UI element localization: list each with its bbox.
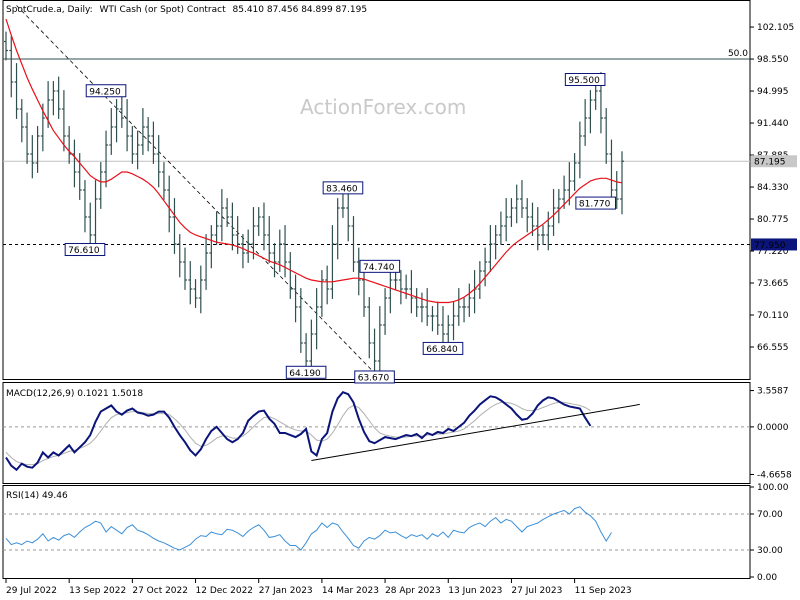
macd-title: MACD(12,26,9) 0.1021 1.5018 <box>6 389 143 399</box>
macd-panel <box>3 390 750 472</box>
price-axis-tick-label: 91.440 <box>757 119 789 129</box>
price-annotation-label: 95.500 <box>568 76 600 86</box>
price-annotation-box <box>322 181 364 195</box>
price-axis-tick-label: 73.665 <box>757 279 789 289</box>
rsi-panel-frame <box>2 485 751 579</box>
x-axis-label: 28 Apr 2023 <box>385 586 441 596</box>
macd-axis-tick-label: 3.5587 <box>757 387 789 397</box>
price-annotation: 66.840 <box>422 341 464 355</box>
price-annotation: 81.770 <box>575 196 616 210</box>
price-annotation-box <box>564 73 606 86</box>
watermark: ActionForex.com <box>300 95 466 119</box>
price-axis-tick-label: 102.105 <box>757 23 794 33</box>
price-annotation-label: 81.770 <box>579 200 611 210</box>
price-annotation: 83.460 <box>322 181 364 195</box>
current-price-tag-box <box>751 155 797 168</box>
price-annotation: 63.670 <box>354 370 395 384</box>
price-annotation-box <box>64 243 106 257</box>
current-price-tag: 87.195 <box>751 155 797 168</box>
downtrend-line <box>16 5 375 374</box>
price-annotation-box <box>422 341 464 355</box>
price-annotation-box <box>85 84 127 98</box>
x-axis-label: 29 Jul 2022 <box>6 586 57 596</box>
level-price-tag: 77.950 <box>751 238 797 251</box>
rsi-axis-tick-label: 30.00 <box>757 546 783 556</box>
price-annotation-box <box>285 365 327 379</box>
axes: 102.10598.55094.99591.44087.88584.33080.… <box>5 23 797 596</box>
rsi-title: RSI(14) 49.46 <box>6 491 68 501</box>
level-price-tag-box <box>751 238 797 251</box>
macd-trendline <box>311 403 640 462</box>
x-axis-label: 14 Mar 2023 <box>322 586 379 596</box>
chart-header: SpotCrude.a, Daily: WTI Cash (or Spot) C… <box>6 5 367 15</box>
macd-signal-line <box>5 401 591 466</box>
x-axis-label: 13 Sep 2022 <box>69 586 126 596</box>
macd-axis-tick-label: 0.0000 <box>757 423 789 433</box>
x-axis-label: 11 Sep 2023 <box>575 586 632 596</box>
rsi-line <box>5 506 612 551</box>
x-axis-label: 13 Jun 2023 <box>448 586 502 596</box>
price-annotation: 64.190 <box>285 365 327 379</box>
macd-line <box>5 390 592 472</box>
price-annotation-label: 66.840 <box>426 345 458 355</box>
rsi-axis-tick-label: 70.00 <box>757 510 783 520</box>
header-description: WTI Cash (or Spot) Contract <box>100 5 227 15</box>
header-symbol: SpotCrude.a, Daily: <box>6 5 93 15</box>
price-annotation: 95.500 <box>564 73 606 86</box>
price-axis-tick-label: 70.110 <box>757 311 789 321</box>
price-annotation-label: 94.250 <box>89 87 121 97</box>
level-price-tag-label: 77.950 <box>754 241 786 251</box>
price-axis-tick-label: 77.220 <box>757 247 789 257</box>
x-axis-label: 12 Dec 2022 <box>196 586 254 596</box>
price-annotation: 74.740 <box>359 259 401 273</box>
rsi-panel <box>3 506 750 551</box>
price-axis-tick-label: 84.330 <box>757 183 789 193</box>
fib-50-label: 50.0 <box>728 49 748 59</box>
price-axis-tick-label: 80.775 <box>757 215 789 225</box>
price-annotation-box <box>359 259 401 273</box>
x-axis-label: 27 Jan 2023 <box>259 586 313 596</box>
price-annotation-label: 74.740 <box>363 263 395 273</box>
price-axis-tick-label: 94.995 <box>757 87 789 97</box>
price-annotation-box <box>575 196 616 210</box>
current-price-tag-label: 87.195 <box>754 158 786 168</box>
price-axis-tick-label: 66.555 <box>757 343 789 353</box>
macd-axis-tick-label: -4.6658 <box>757 470 792 480</box>
price-annotation: 94.250 <box>85 84 127 98</box>
price-annotation-label: 64.190 <box>289 369 321 379</box>
x-axis-label: 27 Oct 2022 <box>132 586 188 596</box>
price-panel: 50.0 94.250 76.610 83.460 64.190 63.670 74.740… <box>3 5 750 384</box>
price-annotation: 76.610 <box>64 243 106 257</box>
price-annotation-box <box>354 370 395 384</box>
moving-average-line <box>5 18 623 304</box>
rsi-axis-tick-label: 0.00 <box>757 573 777 583</box>
price-annotation-label: 83.460 <box>326 184 358 194</box>
price-annotation-label: 76.610 <box>68 246 100 256</box>
price-annotation-label: 63.670 <box>358 373 390 383</box>
rsi-axis-tick-label: 100.00 <box>757 483 789 493</box>
price-panel-frame <box>2 0 751 380</box>
header-ohlc: 85.410 87.456 84.899 87.195 <box>233 5 368 15</box>
x-axis-label: 27 Jul 2023 <box>511 586 562 596</box>
price-axis-tick-label: 98.550 <box>757 55 789 65</box>
